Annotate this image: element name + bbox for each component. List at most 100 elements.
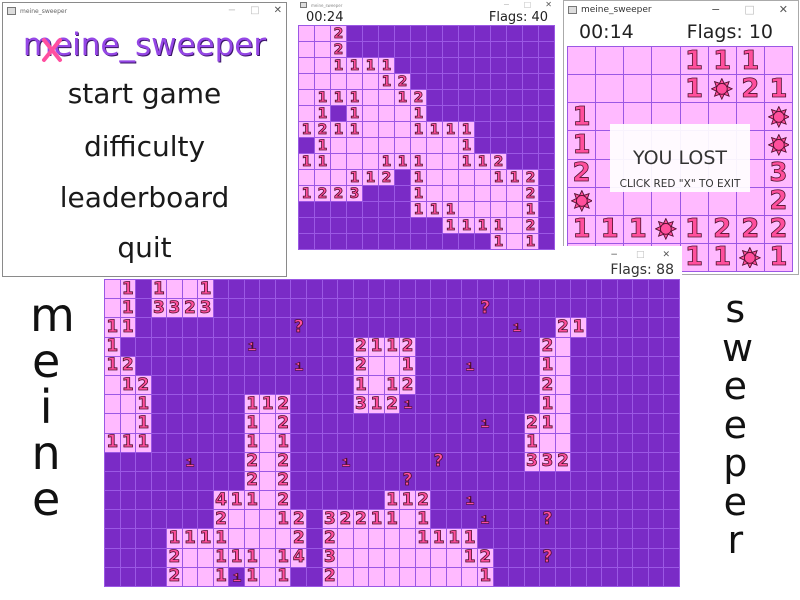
cell-number[interactable]: 1 [275, 433, 291, 452]
cell-number[interactable]: 1 [624, 215, 652, 243]
cell-mine[interactable] [568, 187, 596, 215]
cell-hidden[interactable] [307, 414, 322, 433]
cell-hidden[interactable] [493, 433, 509, 452]
cell-flagged[interactable] [229, 567, 244, 586]
cell-number[interactable]: 1 [411, 154, 426, 169]
close-button[interactable]: ✕ [273, 5, 282, 16]
cell-empty[interactable] [105, 414, 120, 433]
cell-empty[interactable] [379, 106, 394, 121]
cell-hidden[interactable] [555, 529, 571, 548]
cell-hidden[interactable] [462, 510, 477, 529]
cell-number[interactable]: 1 [395, 90, 410, 105]
cell-hidden[interactable] [633, 529, 648, 548]
cell-hidden[interactable] [415, 318, 431, 337]
cell-hidden[interactable] [198, 510, 213, 529]
cell-hidden[interactable] [633, 356, 648, 375]
cell-hidden[interactable] [347, 26, 362, 41]
cell-hidden[interactable] [664, 375, 679, 395]
cell-hidden[interactable] [415, 433, 431, 452]
cell-number[interactable]: 2 [353, 356, 369, 375]
cell-number[interactable]: 2 [182, 299, 198, 318]
cell-hidden[interactable] [648, 356, 664, 375]
cell-hidden[interactable] [633, 548, 648, 567]
cell-hidden[interactable] [331, 202, 346, 217]
cell-hidden[interactable] [633, 375, 648, 395]
cell-hidden[interactable] [260, 356, 275, 375]
cell-number[interactable]: 1 [315, 138, 330, 153]
cell-hidden[interactable] [384, 318, 400, 337]
cell-empty[interactable] [347, 154, 362, 169]
cell-empty[interactable] [596, 47, 624, 75]
cell-number[interactable]: 1 [229, 548, 244, 567]
cell-number[interactable]: 1 [105, 318, 120, 337]
cell-hidden[interactable] [291, 491, 307, 510]
cell-number[interactable]: 2 [167, 567, 182, 586]
cell-hidden[interactable] [664, 356, 679, 375]
cell-hidden[interactable] [167, 414, 182, 433]
cell-number[interactable]: 1 [353, 375, 369, 395]
cell-number[interactable]: 2 [275, 452, 291, 471]
cell-hidden[interactable] [507, 58, 522, 73]
cell-hidden[interactable] [400, 280, 415, 299]
cell-hidden[interactable] [509, 375, 524, 395]
cell-hidden[interactable] [493, 471, 509, 491]
cell-hidden[interactable] [524, 548, 540, 567]
cell-hidden[interactable] [602, 375, 617, 395]
cell-number[interactable]: 2 [322, 529, 338, 548]
cell-hidden[interactable] [331, 234, 346, 249]
cell-hidden[interactable] [338, 337, 353, 356]
cell-number[interactable]: 1 [491, 234, 506, 249]
cell-number[interactable]: 3 [764, 159, 792, 187]
cell-hidden[interactable] [664, 414, 679, 433]
cell-number[interactable]: 1 [275, 567, 291, 586]
cell-hidden[interactable] [136, 356, 151, 375]
cell-hidden[interactable] [462, 280, 477, 299]
cell-hidden[interactable] [105, 510, 120, 529]
cell-hidden[interactable] [523, 42, 538, 57]
cell-hidden[interactable] [307, 491, 322, 510]
cell-number[interactable]: 1 [411, 122, 426, 137]
cell-hidden[interactable] [299, 234, 314, 249]
cell-empty[interactable] [459, 202, 474, 217]
minimize-button[interactable]: − [610, 250, 618, 260]
cell-hidden[interactable] [213, 395, 229, 414]
cell-number[interactable]: 1 [229, 491, 244, 510]
cell-hidden[interactable] [446, 433, 462, 452]
cell-empty[interactable] [167, 280, 182, 299]
cell-hidden[interactable] [353, 414, 369, 433]
cell-number[interactable]: 1 [764, 75, 792, 103]
cell-empty[interactable] [443, 154, 458, 169]
cell-hidden[interactable] [363, 42, 378, 57]
cell-hidden[interactable] [331, 218, 346, 233]
cell-question[interactable]: ? [431, 452, 446, 471]
cell-hidden[interactable] [307, 280, 322, 299]
cell-hidden[interactable] [136, 280, 151, 299]
cell-number[interactable]: 1 [459, 138, 474, 153]
cell-empty[interactable] [244, 510, 260, 529]
cell-hidden[interactable] [664, 280, 679, 299]
cell-empty[interactable] [363, 106, 378, 121]
cell-hidden[interactable] [493, 510, 509, 529]
cell-hidden[interactable] [291, 433, 307, 452]
cell-hidden[interactable] [648, 529, 664, 548]
cell-hidden[interactable] [369, 280, 384, 299]
cell-hidden[interactable] [322, 471, 338, 491]
cell-hidden[interactable] [491, 74, 506, 89]
cell-number[interactable]: 1 [315, 90, 330, 105]
cell-hidden[interactable] [539, 90, 554, 105]
cell-number[interactable]: 1 [384, 491, 400, 510]
cell-empty[interactable] [462, 567, 477, 586]
cell-hidden[interactable] [431, 318, 446, 337]
cell-empty[interactable] [105, 299, 120, 318]
cell-empty[interactable] [260, 548, 275, 567]
cell-number[interactable] [624, 187, 652, 215]
cell-number[interactable]: 1 [411, 186, 426, 201]
cell-hidden[interactable] [539, 42, 554, 57]
cell-number[interactable]: 1 [244, 491, 260, 510]
cell-hidden[interactable] [198, 337, 213, 356]
cell-hidden[interactable] [491, 122, 506, 137]
cell-number[interactable]: 1 [459, 122, 474, 137]
cell-hidden[interactable] [540, 299, 555, 318]
cell-number[interactable]: 1 [369, 395, 384, 414]
cell-hidden[interactable] [369, 471, 384, 491]
